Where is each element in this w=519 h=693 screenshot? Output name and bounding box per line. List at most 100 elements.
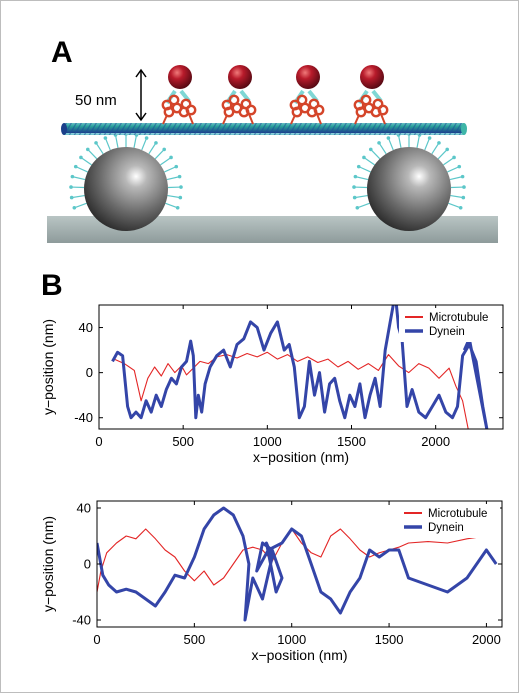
motor-leg	[316, 113, 322, 125]
linker-tip	[174, 164, 179, 169]
linker-tip	[362, 155, 366, 160]
linker-tip	[70, 174, 75, 179]
bead-linker	[154, 149, 165, 160]
bead-linker	[443, 156, 455, 166]
series-line-dynein	[111, 305, 489, 429]
motor-domain-ring	[223, 106, 235, 118]
dynein-head	[228, 65, 252, 89]
panel-a-letter: A	[51, 36, 73, 69]
motor-leg	[380, 113, 386, 125]
linker-tip	[445, 147, 450, 152]
x-tick-label: 500	[172, 434, 194, 449]
bead-linker	[95, 142, 104, 155]
motor-leg	[222, 114, 228, 125]
motor-domain-ring	[163, 106, 175, 118]
linker-tip	[460, 174, 465, 179]
linker-tip	[179, 185, 183, 189]
bead-linker	[449, 176, 463, 181]
scale-label: 50 nm	[75, 92, 117, 109]
bead-linker	[133, 134, 138, 148]
y-tick-label: 40	[77, 501, 91, 516]
x-tick-label: 1500	[337, 434, 366, 449]
linker-tip	[162, 147, 167, 152]
bead-linker	[72, 176, 86, 181]
panel-a-illustration: 50 nm	[47, 65, 498, 243]
legend-label: Dynein	[429, 326, 465, 338]
plot-frame	[98, 304, 504, 430]
bead-linker	[166, 176, 180, 181]
bead-linker	[160, 156, 172, 166]
linker-tip	[103, 136, 108, 140]
linker-tip	[437, 141, 441, 145]
motor-domain-ring	[291, 106, 303, 118]
dynein-head	[360, 65, 384, 89]
bead-linker	[416, 134, 421, 148]
linker-tip	[368, 147, 373, 152]
x-tick-label: 1000	[277, 632, 306, 647]
x-tick-label: 500	[184, 632, 206, 647]
linker-tip	[69, 195, 74, 200]
linker-tip	[352, 185, 356, 189]
bead-linker	[354, 194, 368, 199]
y-axis-label: y−position (nm)	[40, 319, 56, 415]
motor-leg	[354, 114, 360, 125]
panel-b-letter: B	[41, 269, 63, 302]
bead-linker	[357, 202, 370, 209]
motor-leg	[248, 113, 254, 125]
x-tick-label: 2000	[472, 632, 501, 647]
dynein-motor	[161, 65, 197, 125]
legend-label: Microtubule	[428, 508, 487, 520]
series-line-microtubule	[97, 528, 497, 593]
bead-linker	[448, 202, 461, 209]
motor-domain-ring	[178, 106, 190, 118]
y-tick-label: 0	[86, 365, 93, 380]
bead-linker	[80, 156, 92, 166]
linker-tip	[69, 185, 73, 189]
x-tick-label: 2000	[421, 434, 450, 449]
series-line-microtubule	[113, 351, 469, 429]
linker-tip	[356, 164, 361, 169]
bead-linker	[104, 137, 111, 151]
linker-tip	[355, 206, 360, 210]
linker-tip	[377, 141, 381, 145]
bead-linker	[450, 194, 464, 199]
linker-tip	[458, 206, 463, 210]
linker-tip	[427, 136, 432, 140]
bead-linker	[114, 134, 119, 148]
linker-tip	[457, 164, 462, 169]
y-tick-label: -40	[74, 410, 93, 425]
microtubule	[61, 123, 467, 135]
linker-tip	[169, 155, 173, 160]
linker-tip	[85, 147, 90, 152]
x-axis-label: x−position (nm)	[251, 647, 347, 663]
linker-tip	[452, 155, 456, 160]
motor-domain-ring	[238, 106, 250, 118]
linker-tip	[73, 164, 78, 169]
bead-linker	[431, 142, 440, 155]
linker-tip	[177, 174, 182, 179]
bead-linker	[397, 134, 402, 148]
legend-label: Dynein	[428, 522, 464, 534]
dynein-motor	[289, 65, 325, 125]
x-tick-label: 1000	[253, 434, 282, 449]
dynein-motor	[353, 65, 389, 125]
linker-tip	[386, 136, 391, 140]
bead-linker	[447, 166, 460, 173]
bead-linker	[164, 166, 177, 173]
y-axis-label: y−position (nm)	[40, 516, 56, 612]
bead-linker	[74, 202, 87, 209]
linker-tip	[175, 206, 180, 210]
bead-linker	[424, 137, 431, 151]
x-axis-label: x−position (nm)	[253, 449, 349, 465]
linker-tip	[79, 155, 83, 160]
bead-linker	[71, 194, 85, 199]
bead-linker	[437, 149, 448, 160]
scale-arrow	[135, 68, 147, 122]
bead-linker	[141, 137, 148, 151]
bead-linker	[148, 142, 157, 155]
dynein-head	[168, 65, 192, 89]
linker-tip	[144, 136, 149, 140]
legend-box	[399, 308, 501, 342]
